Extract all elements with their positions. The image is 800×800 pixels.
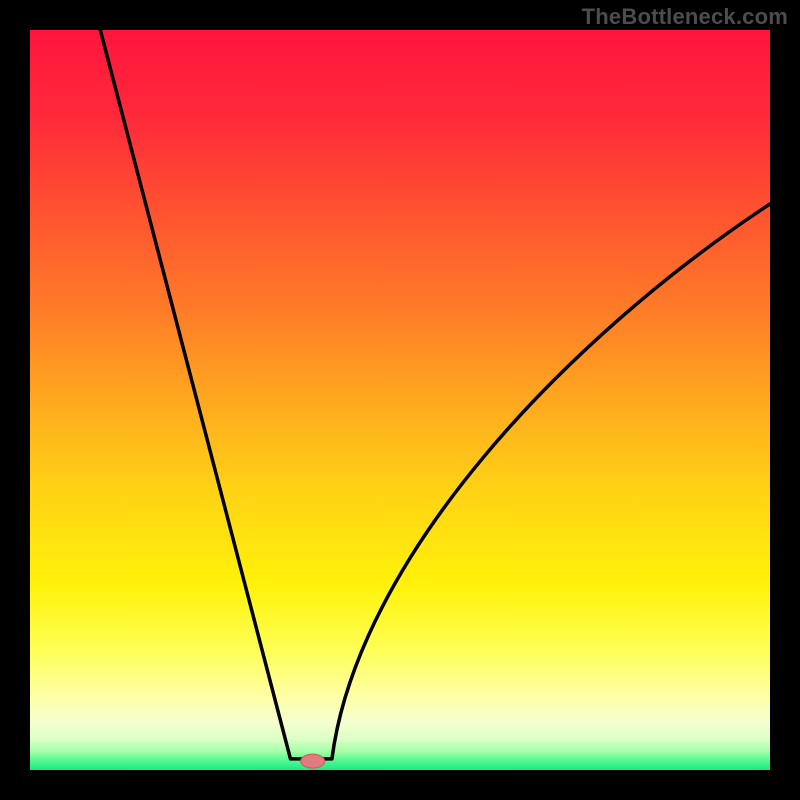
optimum-marker bbox=[301, 754, 325, 768]
plot-background bbox=[30, 30, 770, 770]
watermark-text: TheBottleneck.com bbox=[582, 4, 788, 30]
bottleneck-chart bbox=[0, 0, 800, 800]
